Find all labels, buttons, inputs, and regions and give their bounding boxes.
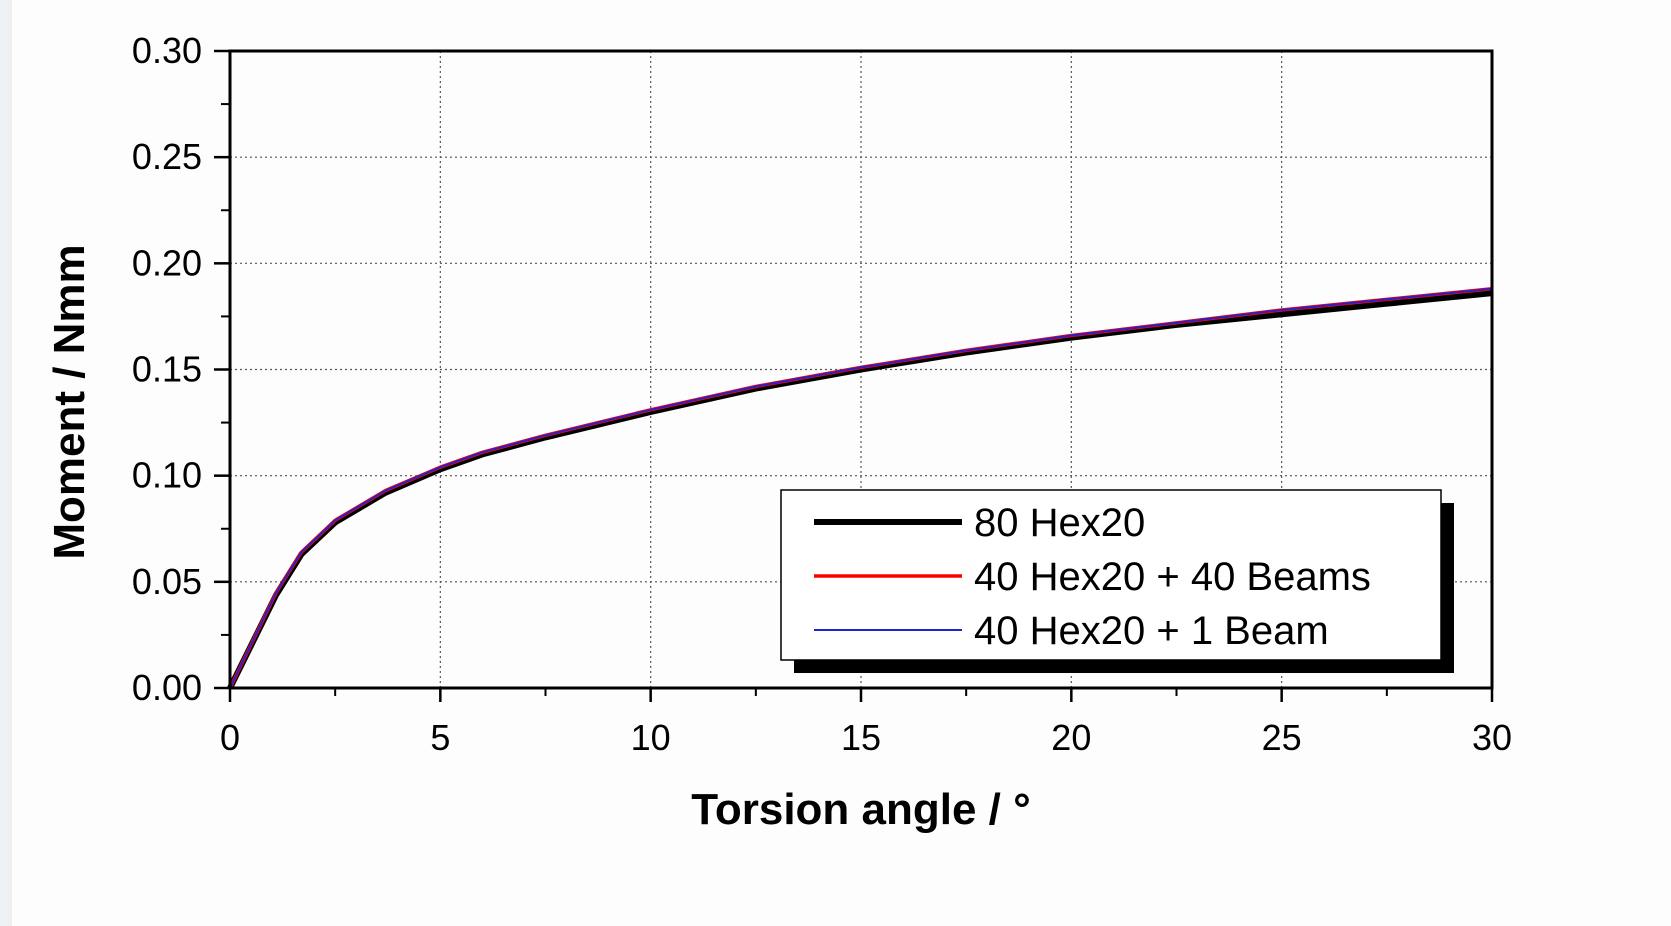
legend-label-2: 40 Hex20 + 40 Beams	[974, 555, 1371, 599]
y-tick-label: 0.30	[132, 30, 202, 71]
series-line-3	[229, 287, 1493, 689]
y-tick-label: 0.05	[132, 561, 202, 602]
y-tick-label: 0.20	[132, 242, 202, 283]
y-axis-title: Moment / Nmm	[45, 244, 94, 559]
x-tick-label: 5	[430, 717, 450, 758]
y-tick-label: 0.15	[132, 349, 202, 390]
y-tick-label: 0.25	[132, 136, 202, 177]
x-tick-label: 30	[1472, 717, 1512, 758]
legend-label-3: 40 Hex20 + 1 Beam	[974, 609, 1329, 653]
x-tick-label: 0	[220, 717, 240, 758]
x-axis-title: Torsion angle / °	[691, 785, 1030, 834]
tick-labels: 0 5 10 15 20 25 30 0.00 0.05 0.10 0.15 0.20 0.25 0.30	[132, 30, 1512, 758]
axis-ticks	[214, 49, 1494, 702]
line-chart: 0 5 10 15 20 25 30 0.00 0.05 0.10 0.15 0.20 0.25 0.30…	[45, 30, 1512, 834]
series-lines	[227, 287, 1493, 690]
y-tick-label: 0.00	[132, 667, 202, 708]
x-tick-label: 25	[1262, 717, 1302, 758]
x-tick-label: 20	[1051, 717, 1091, 758]
y-tick-label: 0.10	[132, 455, 202, 496]
x-tick-label: 15	[841, 717, 881, 758]
legend-label-1: 80 Hex20	[974, 501, 1145, 545]
chart-frame: 0 5 10 15 20 25 30 0.00 0.05 0.10 0.15 0.20 0.25 0.30…	[12, 0, 1671, 926]
legend: 80 Hex20 40 Hex20 + 40 Beams 40 Hex20 + 1 …	[780, 489, 1454, 673]
x-tick-label: 10	[631, 717, 671, 758]
